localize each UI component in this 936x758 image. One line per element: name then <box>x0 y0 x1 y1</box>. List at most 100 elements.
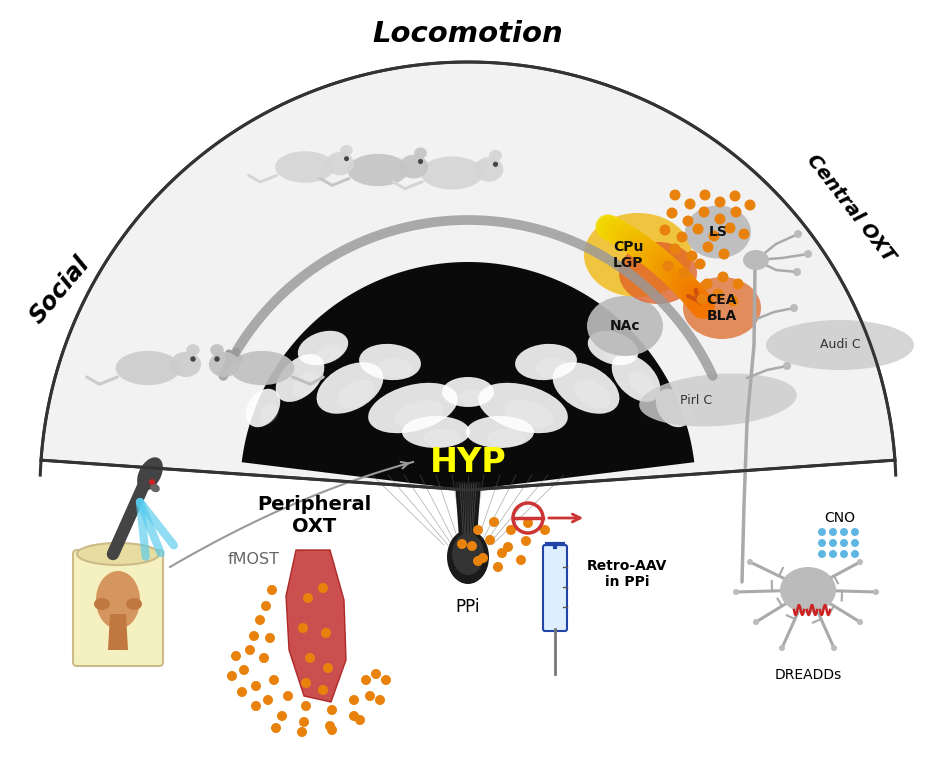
Circle shape <box>251 681 261 691</box>
Circle shape <box>302 593 313 603</box>
Ellipse shape <box>229 351 294 385</box>
Ellipse shape <box>611 354 660 402</box>
Ellipse shape <box>292 371 319 397</box>
Ellipse shape <box>442 377 493 407</box>
FancyBboxPatch shape <box>543 545 566 631</box>
Ellipse shape <box>682 277 760 339</box>
Ellipse shape <box>209 352 240 377</box>
Polygon shape <box>285 550 345 702</box>
Circle shape <box>271 723 281 733</box>
Circle shape <box>277 711 286 721</box>
Ellipse shape <box>186 344 199 356</box>
Ellipse shape <box>779 567 835 613</box>
Text: NAc: NAc <box>609 319 639 333</box>
Text: Retro-AAV
in PPi: Retro-AAV in PPi <box>586 559 666 589</box>
Circle shape <box>669 243 680 255</box>
Circle shape <box>684 199 695 209</box>
Circle shape <box>520 536 531 546</box>
Circle shape <box>149 479 154 485</box>
Circle shape <box>473 556 482 566</box>
Circle shape <box>477 553 488 563</box>
Ellipse shape <box>504 400 553 428</box>
Circle shape <box>255 615 265 625</box>
Circle shape <box>744 199 754 211</box>
Ellipse shape <box>669 403 688 424</box>
Circle shape <box>665 208 677 218</box>
Polygon shape <box>108 614 128 650</box>
Circle shape <box>539 525 549 535</box>
Circle shape <box>718 249 729 259</box>
Polygon shape <box>455 482 480 538</box>
Ellipse shape <box>347 154 408 186</box>
Ellipse shape <box>684 205 750 258</box>
Circle shape <box>730 206 740 218</box>
Circle shape <box>298 623 308 633</box>
Ellipse shape <box>423 429 461 446</box>
Text: Social: Social <box>25 252 95 328</box>
Circle shape <box>872 589 878 595</box>
Circle shape <box>726 296 738 306</box>
Ellipse shape <box>587 330 637 365</box>
Circle shape <box>676 231 687 243</box>
Text: fMOST: fMOST <box>227 553 280 568</box>
Circle shape <box>263 695 272 705</box>
Ellipse shape <box>489 150 502 161</box>
Ellipse shape <box>586 296 663 356</box>
Circle shape <box>662 261 673 271</box>
Circle shape <box>344 156 348 161</box>
Ellipse shape <box>487 429 524 446</box>
Circle shape <box>300 701 311 711</box>
Circle shape <box>850 550 858 558</box>
Circle shape <box>190 356 196 362</box>
Circle shape <box>729 190 739 202</box>
Ellipse shape <box>402 416 470 448</box>
Circle shape <box>828 539 836 547</box>
Text: Pirl C: Pirl C <box>680 393 711 406</box>
Circle shape <box>239 665 249 675</box>
Ellipse shape <box>474 158 503 182</box>
Ellipse shape <box>477 383 567 434</box>
Circle shape <box>828 550 836 558</box>
Ellipse shape <box>368 383 458 434</box>
Circle shape <box>746 559 753 565</box>
Circle shape <box>251 701 261 711</box>
Text: HYP: HYP <box>430 446 505 478</box>
Ellipse shape <box>275 354 324 402</box>
Circle shape <box>299 717 309 727</box>
Ellipse shape <box>446 530 489 584</box>
Circle shape <box>227 671 237 681</box>
Ellipse shape <box>399 155 428 178</box>
Circle shape <box>265 633 274 643</box>
Circle shape <box>697 206 709 218</box>
Circle shape <box>374 695 385 705</box>
Circle shape <box>327 725 337 735</box>
Circle shape <box>678 268 689 278</box>
Circle shape <box>417 159 422 164</box>
FancyBboxPatch shape <box>73 550 163 666</box>
Circle shape <box>457 539 466 549</box>
Ellipse shape <box>451 533 484 575</box>
Circle shape <box>711 289 723 299</box>
Circle shape <box>261 601 271 611</box>
Circle shape <box>522 518 533 528</box>
Ellipse shape <box>394 400 443 428</box>
Ellipse shape <box>638 374 796 427</box>
Circle shape <box>489 517 499 527</box>
Circle shape <box>258 653 269 663</box>
Circle shape <box>325 721 335 731</box>
Circle shape <box>492 161 498 167</box>
Ellipse shape <box>619 242 696 304</box>
Circle shape <box>297 727 307 737</box>
Circle shape <box>348 695 358 705</box>
Circle shape <box>694 258 705 270</box>
Circle shape <box>321 628 330 638</box>
Circle shape <box>669 190 680 201</box>
Circle shape <box>300 678 311 688</box>
Circle shape <box>214 356 219 362</box>
Ellipse shape <box>534 358 568 378</box>
Text: Audi C: Audi C <box>819 339 859 352</box>
Ellipse shape <box>170 352 201 377</box>
Circle shape <box>505 525 516 535</box>
Ellipse shape <box>150 484 160 492</box>
Circle shape <box>659 224 670 236</box>
